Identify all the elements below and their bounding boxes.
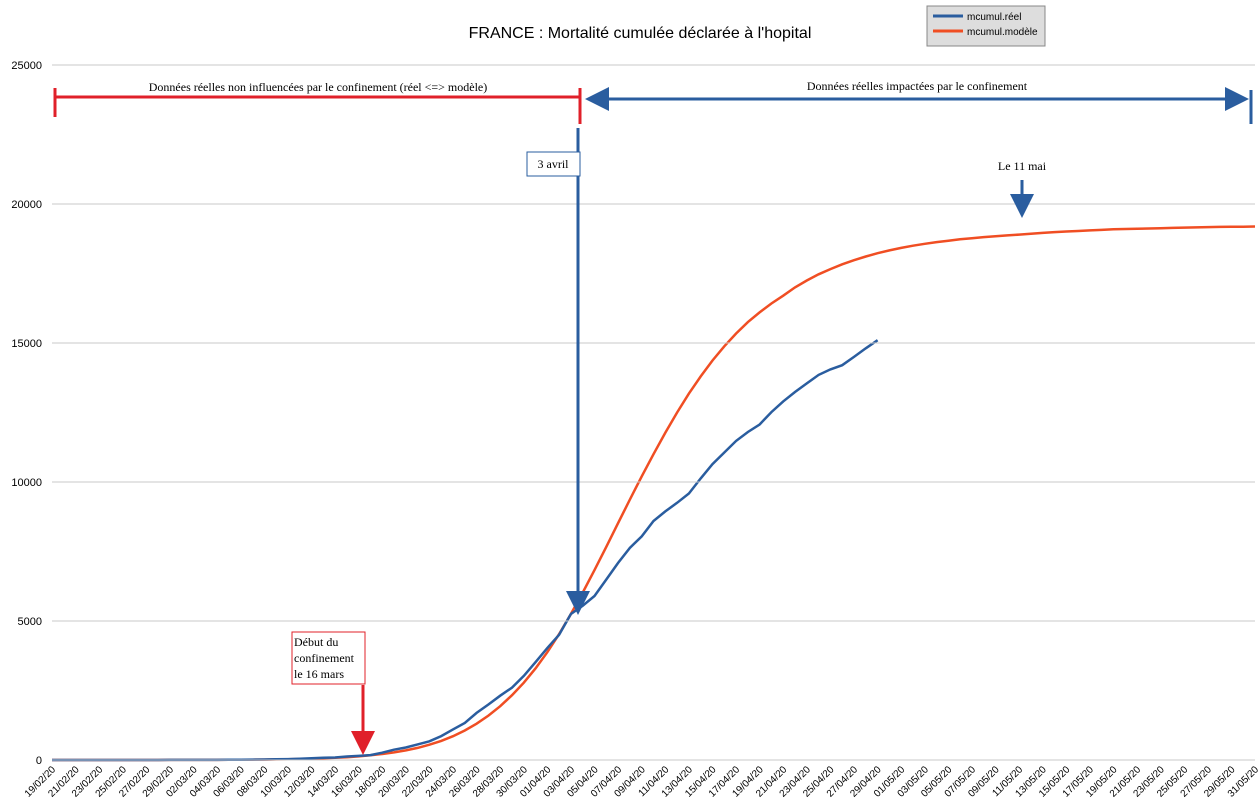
legend-label: mcumul.modèle [967, 27, 1038, 38]
label-box [291, 631, 366, 685]
line-series [52, 339, 879, 762]
legend-box [926, 5, 1046, 47]
annotation: Début du [294, 635, 338, 649]
y-tick-label: 20000 [11, 199, 42, 211]
legend-label: mcumul.réel [967, 12, 1021, 23]
chart-title: FRANCE : Mortalité cumulée déclarée à l'… [469, 25, 812, 42]
annotation: Données réelles non influencées par le c… [149, 80, 488, 94]
annotation: Le 11 mai [998, 159, 1047, 173]
y-tick-label: 15000 [11, 338, 42, 350]
line-series [52, 225, 1256, 762]
label-box [526, 151, 581, 177]
y-tick-label: 10000 [11, 477, 42, 489]
annotation: Données réelles impactées par le confine… [807, 79, 1028, 93]
y-tick-label: 25000 [11, 60, 42, 72]
legend: mcumul.réel mcumul.modèle [926, 5, 1046, 47]
y-tick-label: 0 [36, 755, 42, 767]
annotation: le 16 mars [294, 667, 344, 681]
annotation: confinement [294, 651, 355, 665]
annotation: 3 avril [538, 157, 570, 171]
y-tick-label: 5000 [18, 616, 42, 628]
